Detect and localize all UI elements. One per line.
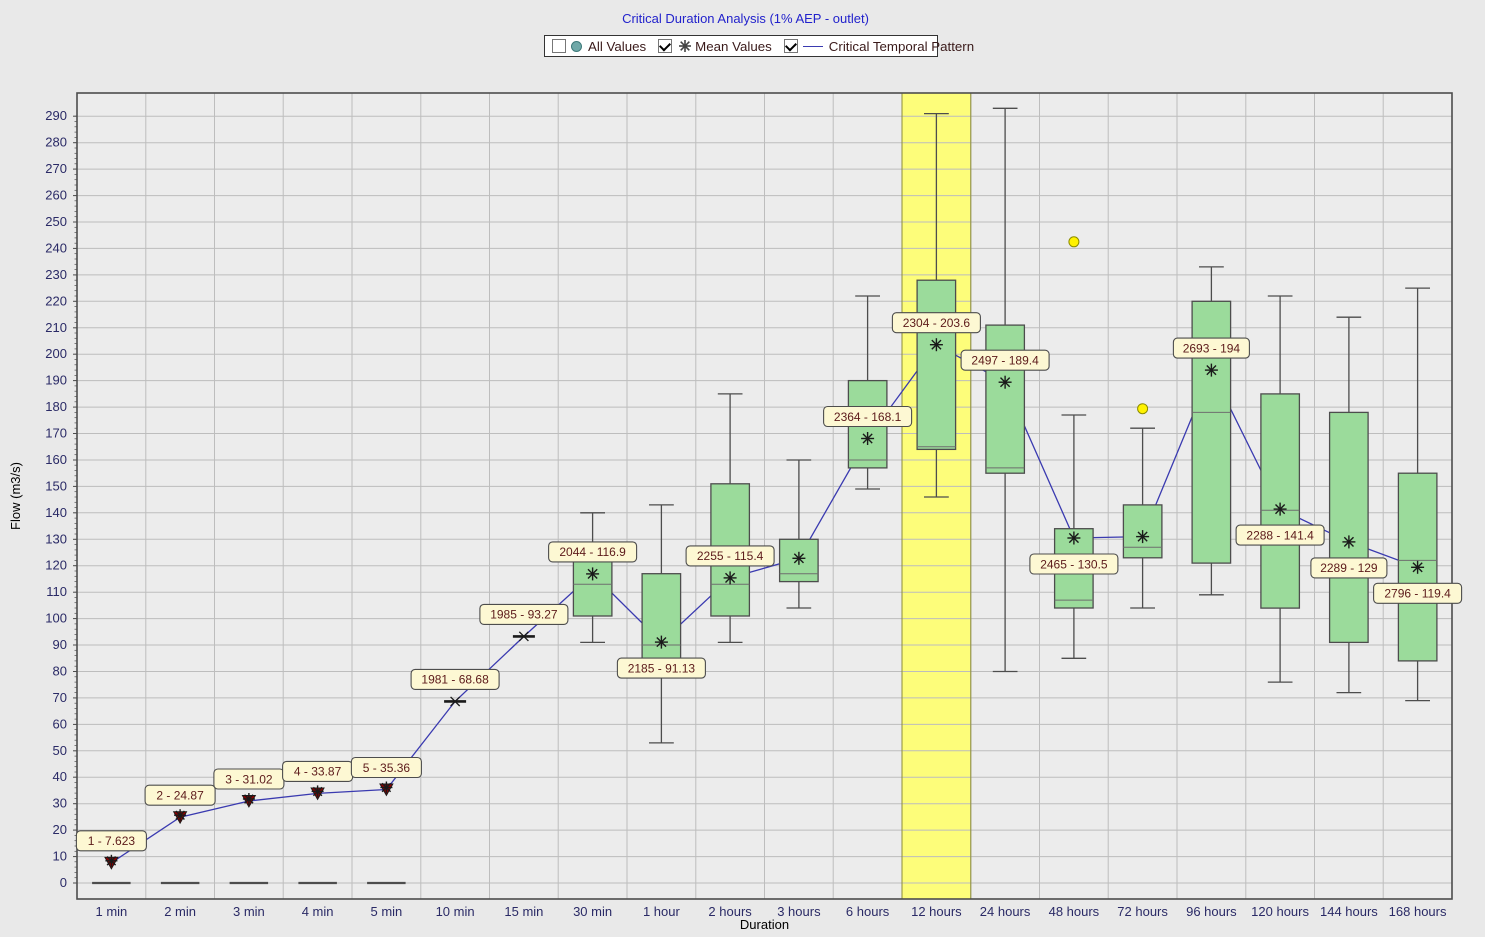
svg-text:110: 110	[46, 584, 67, 599]
svg-text:96 hours: 96 hours	[1186, 904, 1237, 919]
svg-text:90: 90	[53, 637, 67, 652]
svg-text:2304 - 203.6: 2304 - 203.6	[903, 316, 971, 330]
svg-text:2465 - 130.5: 2465 - 130.5	[1040, 557, 1108, 571]
svg-text:1985 - 93.27: 1985 - 93.27	[490, 608, 558, 622]
svg-text:15 min: 15 min	[504, 904, 543, 919]
svg-text:100: 100	[45, 611, 67, 626]
svg-text:260: 260	[45, 188, 67, 203]
svg-text:220: 220	[45, 293, 67, 308]
svg-text:2796 - 119.4: 2796 - 119.4	[1384, 587, 1451, 601]
svg-text:72 hours: 72 hours	[1117, 904, 1168, 919]
svg-text:120 hours: 120 hours	[1251, 904, 1309, 919]
svg-text:2289 - 129: 2289 - 129	[1320, 561, 1378, 575]
svg-text:60: 60	[53, 716, 67, 731]
svg-text:48 hours: 48 hours	[1049, 904, 1100, 919]
svg-text:2 - 24.87: 2 - 24.87	[156, 789, 204, 803]
svg-text:4 - 33.87: 4 - 33.87	[294, 765, 342, 779]
svg-text:2693 - 194: 2693 - 194	[1183, 341, 1241, 355]
svg-text:24 hours: 24 hours	[980, 904, 1031, 919]
svg-text:230: 230	[45, 267, 67, 282]
svg-text:144 hours: 144 hours	[1320, 904, 1378, 919]
svg-text:130: 130	[45, 531, 67, 546]
svg-text:168 hours: 168 hours	[1389, 904, 1447, 919]
svg-text:3 - 31.02: 3 - 31.02	[225, 772, 273, 786]
svg-text:3 min: 3 min	[233, 904, 265, 919]
svg-text:40: 40	[53, 769, 67, 784]
svg-text:1981 - 68.68: 1981 - 68.68	[421, 673, 489, 687]
svg-text:290: 290	[45, 108, 67, 123]
svg-text:12 hours: 12 hours	[911, 904, 962, 919]
svg-text:0: 0	[60, 875, 67, 890]
svg-text:2288 - 141.4: 2288 - 141.4	[1246, 528, 1314, 542]
svg-text:Duration: Duration	[740, 917, 789, 932]
svg-text:200: 200	[45, 346, 67, 361]
svg-text:5 min: 5 min	[371, 904, 403, 919]
svg-text:270: 270	[45, 161, 67, 176]
svg-text:280: 280	[45, 135, 67, 150]
svg-text:1 - 7.623: 1 - 7.623	[88, 834, 136, 848]
svg-text:2255 - 115.4: 2255 - 115.4	[697, 549, 764, 563]
svg-text:140: 140	[45, 505, 67, 520]
svg-text:210: 210	[45, 320, 67, 335]
svg-text:2364 - 168.1: 2364 - 168.1	[834, 410, 902, 424]
svg-text:120: 120	[45, 558, 67, 573]
svg-text:30: 30	[53, 796, 67, 811]
svg-text:170: 170	[45, 426, 67, 441]
svg-text:2044 - 116.9: 2044 - 116.9	[559, 545, 626, 559]
svg-text:2185 - 91.13: 2185 - 91.13	[628, 661, 696, 675]
svg-text:10: 10	[53, 849, 67, 864]
svg-text:30 min: 30 min	[573, 904, 612, 919]
svg-text:160: 160	[45, 452, 67, 467]
svg-text:70: 70	[53, 690, 67, 705]
svg-text:150: 150	[45, 478, 67, 493]
svg-text:10 min: 10 min	[436, 904, 475, 919]
svg-text:Flow (m3/s): Flow (m3/s)	[8, 462, 23, 530]
svg-text:1 hour: 1 hour	[643, 904, 681, 919]
svg-text:50: 50	[53, 743, 67, 758]
svg-text:2497 - 189.4: 2497 - 189.4	[971, 354, 1039, 368]
svg-text:240: 240	[45, 240, 67, 255]
svg-text:80: 80	[53, 664, 67, 679]
svg-text:250: 250	[45, 214, 67, 229]
svg-text:2 min: 2 min	[164, 904, 196, 919]
svg-text:1 min: 1 min	[96, 904, 128, 919]
svg-text:180: 180	[45, 399, 67, 414]
svg-text:4 min: 4 min	[302, 904, 334, 919]
svg-text:5 - 35.36: 5 - 35.36	[363, 761, 411, 775]
svg-text:20: 20	[53, 822, 67, 837]
svg-text:6 hours: 6 hours	[846, 904, 890, 919]
svg-text:190: 190	[45, 373, 67, 388]
